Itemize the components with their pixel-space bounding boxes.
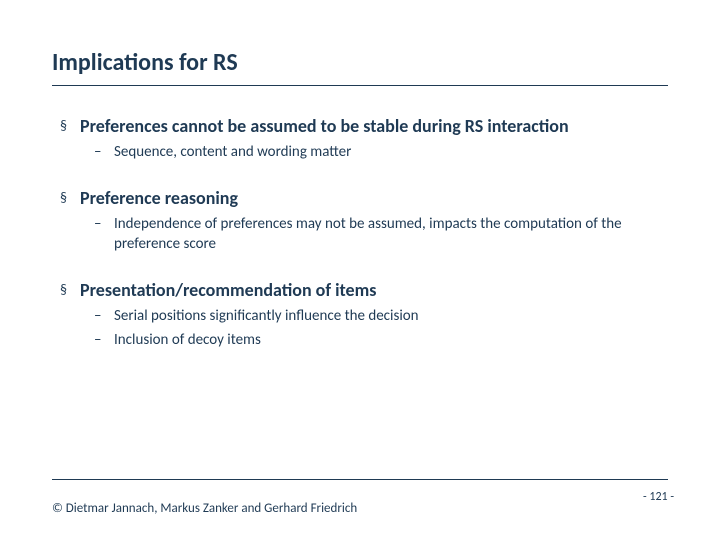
title-underline bbox=[52, 85, 668, 86]
sub-bullet-item: – Sequence, content and wording matter bbox=[52, 142, 668, 162]
bullet-item: § Preference reasoning bbox=[52, 186, 668, 210]
slide-title: Implications for RS bbox=[52, 48, 668, 77]
footer-rule bbox=[52, 479, 668, 480]
bullet-text: Preference reasoning bbox=[80, 186, 238, 210]
copyright-text: © Dietmar Jannach, Markus Zanker and Ger… bbox=[52, 501, 357, 516]
sub-bullet-item: – Serial positions significantly influen… bbox=[52, 306, 668, 326]
dash-icon: – bbox=[94, 330, 114, 350]
page-number: - 121 - bbox=[643, 490, 674, 504]
sub-bullet-text: Serial positions significantly influence… bbox=[114, 306, 419, 326]
bullet-icon: § bbox=[60, 278, 80, 302]
dash-icon: – bbox=[94, 142, 114, 162]
bullet-item: § Preferences cannot be assumed to be st… bbox=[52, 114, 668, 138]
bullet-item: § Presentation/recommendation of items bbox=[52, 278, 668, 302]
dash-icon: – bbox=[94, 306, 114, 326]
sub-bullet-text: Independence of preferences may not be a… bbox=[114, 214, 668, 254]
slide: Implications for RS § Preferences cannot… bbox=[0, 0, 720, 540]
sub-bullet-item: – Independence of preferences may not be… bbox=[52, 214, 668, 254]
bullet-text: Presentation/recommendation of items bbox=[80, 278, 376, 302]
sub-bullet-text: Sequence, content and wording matter bbox=[114, 142, 351, 162]
sub-bullet-item: – Inclusion of decoy items bbox=[52, 330, 668, 350]
sub-bullet-text: Inclusion of decoy items bbox=[114, 330, 261, 350]
slide-content: § Preferences cannot be assumed to be st… bbox=[52, 114, 668, 350]
dash-icon: – bbox=[94, 214, 114, 234]
bullet-text: Preferences cannot be assumed to be stab… bbox=[80, 114, 569, 138]
bullet-icon: § bbox=[60, 186, 80, 210]
bullet-icon: § bbox=[60, 114, 80, 138]
